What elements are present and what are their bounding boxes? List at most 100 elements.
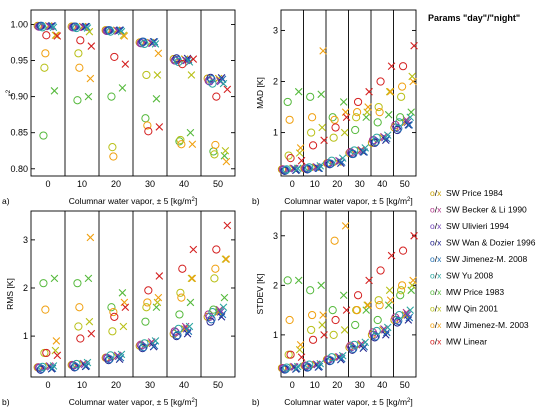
marker-circle: [76, 36, 85, 45]
legend-label: MW Qin 2001: [446, 304, 498, 314]
marker-circle: [372, 133, 381, 142]
marker-cross: [387, 62, 396, 70]
marker-cross: [320, 331, 328, 339]
marker-circle: [349, 149, 358, 159]
marker-circle: [350, 146, 359, 155]
marker-cross: [297, 353, 306, 361]
marker-cross: [154, 293, 163, 302]
legend-label: MW Price 1983: [446, 287, 504, 297]
y-tick-label: 2: [23, 283, 28, 293]
marker-cross: [86, 74, 95, 83]
marker-circle: [144, 127, 153, 136]
y-tick-label: 3: [273, 25, 278, 35]
marker-circle: [373, 315, 382, 325]
marker-cross: [151, 40, 160, 48]
marker-circle: [178, 60, 187, 69]
marker-cross: [409, 77, 417, 86]
marker-circle: [308, 335, 318, 344]
marker-circle: [174, 324, 183, 333]
marker-circle: [396, 113, 405, 122]
marker-cross: [217, 313, 226, 321]
legend-item: o/x SW Jimenez-M. 2008: [430, 254, 528, 264]
marker-cross: [153, 298, 162, 307]
marker-cross: [342, 306, 351, 314]
marker-cross: [219, 79, 228, 88]
marker-cross: [152, 303, 161, 312]
marker-circle: [141, 114, 150, 123]
marker-circle: [138, 344, 147, 353]
y-tick-label: 3: [23, 235, 28, 245]
marker-cross: [384, 110, 393, 119]
marker-circle: [371, 137, 380, 146]
marker-cross: [189, 245, 198, 254]
marker-cross: [49, 23, 58, 32]
marker-cross: [220, 293, 229, 302]
marker-cross: [386, 87, 395, 96]
marker-circle: [394, 124, 403, 133]
x-tick-label: 50: [400, 179, 410, 189]
marker-cross: [223, 85, 232, 94]
marker-cross: [406, 306, 415, 314]
marker-cross: [223, 221, 232, 230]
marker-circle: [140, 39, 149, 49]
x-tick-label: 0: [45, 380, 50, 390]
marker-cross: [87, 329, 96, 338]
marker-circle: [371, 332, 380, 341]
marker-cross: [84, 274, 93, 283]
marker-cross: [384, 301, 393, 309]
marker-cross: [383, 323, 392, 332]
marker-cross: [49, 362, 58, 370]
marker-cross: [364, 301, 372, 309]
marker-circle: [110, 312, 119, 321]
marker-circle: [110, 52, 119, 62]
marker-circle: [328, 306, 337, 315]
marker-circle: [394, 316, 403, 326]
marker-circle: [106, 27, 115, 36]
marker-cross: [407, 108, 415, 116]
marker-circle: [331, 315, 340, 325]
marker-cross: [83, 358, 92, 367]
x-tick-label: 0: [290, 179, 295, 189]
legend-item: o/x SW Price 1984: [430, 188, 503, 198]
marker-circle: [104, 356, 113, 365]
x-tick-label: 30: [145, 179, 155, 189]
marker-circle: [375, 301, 384, 310]
marker-cross: [364, 103, 372, 111]
marker-cross: [215, 305, 224, 314]
marker-cross: [121, 303, 130, 312]
legend-item: o/x MW Linear: [430, 337, 487, 347]
legend-item: o/x SW Wan & Dozier 1996: [430, 238, 536, 248]
marker-circle: [330, 115, 339, 124]
marker-cross: [342, 113, 351, 122]
marker-cross: [340, 326, 349, 334]
marker-cross: [186, 298, 195, 307]
marker-circle: [374, 102, 383, 112]
chart-panel-2: 0 10 20 30 40 50 1 2 3 MAD [K] b) Columnar water va…: [252, 9, 418, 206]
marker-circle: [285, 315, 294, 325]
marker-circle: [173, 331, 182, 340]
marker-circle: [346, 341, 355, 350]
marker-cross: [155, 123, 164, 131]
marker-circle: [353, 97, 363, 107]
y-axis-label: RMS [K]: [5, 278, 15, 310]
marker-circle: [208, 79, 217, 88]
marker-cross: [183, 329, 192, 338]
marker-cross: [117, 350, 126, 359]
marker-cross: [296, 144, 305, 152]
marker-circle: [308, 141, 318, 150]
marker-cross: [294, 276, 303, 285]
marker-cross: [121, 60, 130, 68]
marker-circle: [324, 355, 333, 364]
marker-cross: [360, 342, 369, 351]
marker-cross: [338, 154, 347, 162]
marker-circle: [327, 156, 336, 165]
marker-cross: [297, 156, 306, 165]
marker-circle: [306, 286, 315, 295]
marker-cross: [383, 131, 392, 139]
x-axis-label: Columnar water vapor, ± 5 [kg/m2​]: [284, 397, 413, 407]
chart-panel-4: 0 10 20 30 40 50 1 2 3 STDEV [K] b) Columnar water …: [252, 210, 418, 407]
legend-marker-text: o/x: [430, 221, 442, 231]
marker-cross: [294, 87, 303, 96]
marker-circle: [177, 293, 186, 302]
marker-circle: [306, 92, 315, 101]
